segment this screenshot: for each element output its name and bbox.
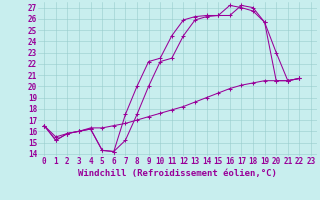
X-axis label: Windchill (Refroidissement éolien,°C): Windchill (Refroidissement éolien,°C) (78, 169, 277, 178)
